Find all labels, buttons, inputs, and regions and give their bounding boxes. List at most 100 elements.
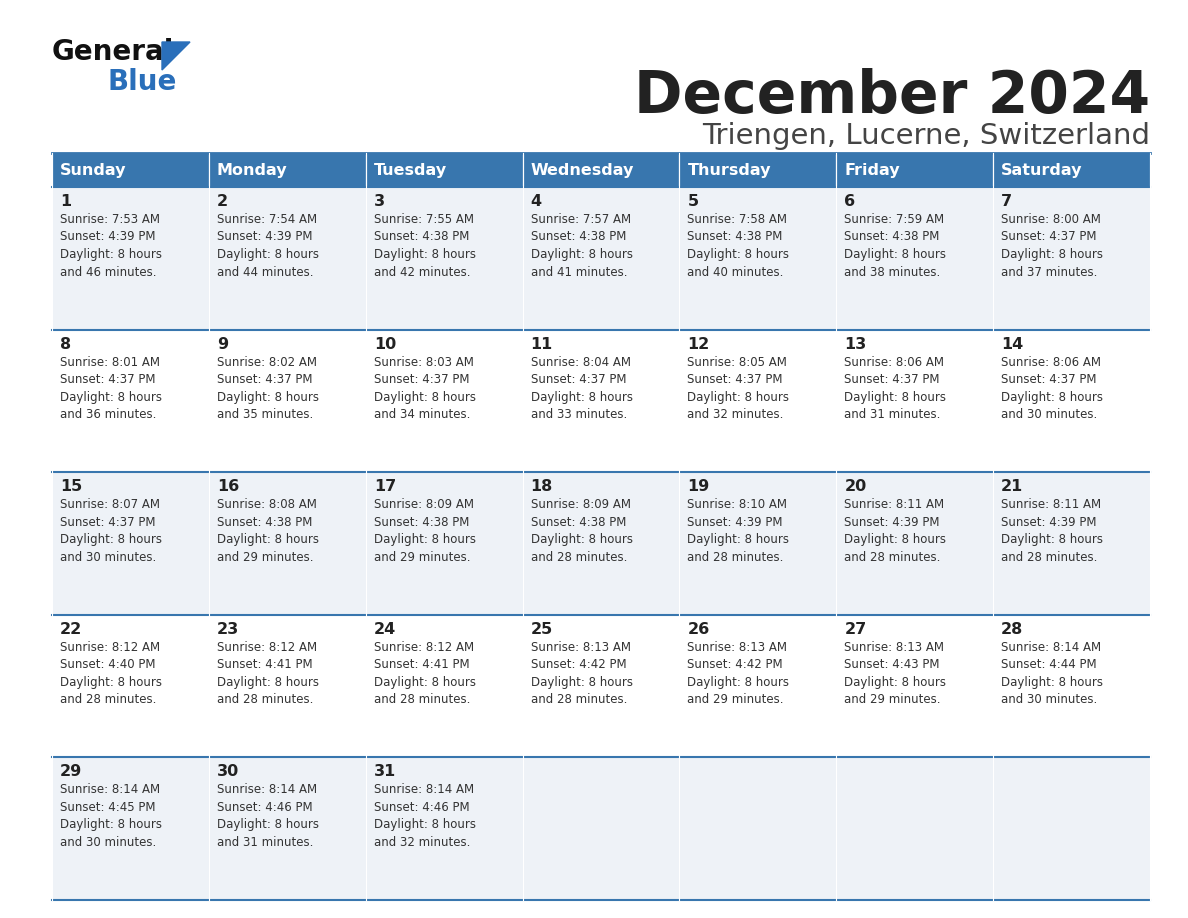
Bar	[366, 615, 523, 757]
Text: Sunrise: 8:05 AM
Sunset: 4:37 PM
Daylight: 8 hours
and 32 minutes.: Sunrise: 8:05 AM Sunset: 4:37 PM Dayligh…	[688, 355, 790, 421]
Bar	[523, 153, 680, 187]
Bar	[366, 153, 523, 187]
Text: 7: 7	[1001, 194, 1012, 209]
Text: Sunrise: 7:59 AM
Sunset: 4:38 PM
Daylight: 8 hours
and 38 minutes.: Sunrise: 7:59 AM Sunset: 4:38 PM Dayligh…	[845, 213, 947, 278]
Text: 29: 29	[61, 765, 82, 779]
Bar	[680, 330, 836, 472]
Text: Sunrise: 8:12 AM
Sunset: 4:41 PM
Daylight: 8 hours
and 28 minutes.: Sunrise: 8:12 AM Sunset: 4:41 PM Dayligh…	[217, 641, 318, 706]
Bar	[523, 472, 680, 615]
Text: Sunrise: 8:06 AM
Sunset: 4:37 PM
Daylight: 8 hours
and 31 minutes.: Sunrise: 8:06 AM Sunset: 4:37 PM Dayligh…	[845, 355, 947, 421]
Bar	[366, 330, 523, 472]
Text: Sunrise: 8:12 AM
Sunset: 4:41 PM
Daylight: 8 hours
and 28 minutes.: Sunrise: 8:12 AM Sunset: 4:41 PM Dayligh…	[374, 641, 475, 706]
Text: Sunrise: 8:13 AM
Sunset: 4:42 PM
Daylight: 8 hours
and 28 minutes.: Sunrise: 8:13 AM Sunset: 4:42 PM Dayligh…	[531, 641, 632, 706]
Bar	[366, 757, 523, 900]
Text: 30: 30	[217, 765, 239, 779]
Text: 15: 15	[61, 479, 82, 494]
Text: Sunrise: 8:01 AM
Sunset: 4:37 PM
Daylight: 8 hours
and 36 minutes.: Sunrise: 8:01 AM Sunset: 4:37 PM Dayligh…	[61, 355, 162, 421]
Bar	[680, 153, 836, 187]
Text: Sunrise: 7:55 AM
Sunset: 4:38 PM
Daylight: 8 hours
and 42 minutes.: Sunrise: 7:55 AM Sunset: 4:38 PM Dayligh…	[374, 213, 475, 278]
Bar	[680, 472, 836, 615]
Text: Friday: Friday	[845, 162, 901, 177]
Bar	[993, 472, 1150, 615]
Text: 22: 22	[61, 621, 82, 637]
Text: Sunrise: 8:10 AM
Sunset: 4:39 PM
Daylight: 8 hours
and 28 minutes.: Sunrise: 8:10 AM Sunset: 4:39 PM Dayligh…	[688, 498, 790, 564]
Bar	[52, 187, 209, 330]
Bar	[52, 330, 209, 472]
Bar	[52, 153, 209, 187]
Text: Sunrise: 8:04 AM
Sunset: 4:37 PM
Daylight: 8 hours
and 33 minutes.: Sunrise: 8:04 AM Sunset: 4:37 PM Dayligh…	[531, 355, 632, 421]
Text: 27: 27	[845, 621, 866, 637]
Bar	[836, 757, 993, 900]
Bar	[993, 330, 1150, 472]
Text: Sunrise: 7:54 AM
Sunset: 4:39 PM
Daylight: 8 hours
and 44 minutes.: Sunrise: 7:54 AM Sunset: 4:39 PM Dayligh…	[217, 213, 318, 278]
Text: 19: 19	[688, 479, 709, 494]
Bar	[209, 615, 366, 757]
Bar	[993, 615, 1150, 757]
Text: 31: 31	[374, 765, 396, 779]
Text: Thursday: Thursday	[688, 162, 771, 177]
Text: Saturday: Saturday	[1001, 162, 1082, 177]
Text: Sunrise: 8:14 AM
Sunset: 4:46 PM
Daylight: 8 hours
and 32 minutes.: Sunrise: 8:14 AM Sunset: 4:46 PM Dayligh…	[374, 783, 475, 849]
Text: 21: 21	[1001, 479, 1023, 494]
Text: 11: 11	[531, 337, 552, 352]
Text: 2: 2	[217, 194, 228, 209]
Text: Sunrise: 8:13 AM
Sunset: 4:42 PM
Daylight: 8 hours
and 29 minutes.: Sunrise: 8:13 AM Sunset: 4:42 PM Dayligh…	[688, 641, 790, 706]
Text: General: General	[52, 38, 175, 66]
Text: Sunrise: 8:11 AM
Sunset: 4:39 PM
Daylight: 8 hours
and 28 minutes.: Sunrise: 8:11 AM Sunset: 4:39 PM Dayligh…	[1001, 498, 1104, 564]
Bar	[52, 472, 209, 615]
Text: Triengen, Lucerne, Switzerland: Triengen, Lucerne, Switzerland	[702, 122, 1150, 150]
Text: 18: 18	[531, 479, 552, 494]
Text: 10: 10	[374, 337, 396, 352]
Text: 5: 5	[688, 194, 699, 209]
Text: 8: 8	[61, 337, 71, 352]
Text: 3: 3	[374, 194, 385, 209]
Text: Sunrise: 8:14 AM
Sunset: 4:45 PM
Daylight: 8 hours
and 30 minutes.: Sunrise: 8:14 AM Sunset: 4:45 PM Dayligh…	[61, 783, 162, 849]
Bar	[836, 187, 993, 330]
Bar	[52, 615, 209, 757]
Bar	[680, 757, 836, 900]
Text: Sunrise: 8:08 AM
Sunset: 4:38 PM
Daylight: 8 hours
and 29 minutes.: Sunrise: 8:08 AM Sunset: 4:38 PM Dayligh…	[217, 498, 318, 564]
Text: Sunrise: 7:57 AM
Sunset: 4:38 PM
Daylight: 8 hours
and 41 minutes.: Sunrise: 7:57 AM Sunset: 4:38 PM Dayligh…	[531, 213, 632, 278]
Text: Blue: Blue	[107, 68, 176, 96]
Polygon shape	[162, 42, 190, 70]
Text: Sunrise: 8:07 AM
Sunset: 4:37 PM
Daylight: 8 hours
and 30 minutes.: Sunrise: 8:07 AM Sunset: 4:37 PM Dayligh…	[61, 498, 162, 564]
Text: Sunrise: 8:14 AM
Sunset: 4:44 PM
Daylight: 8 hours
and 30 minutes.: Sunrise: 8:14 AM Sunset: 4:44 PM Dayligh…	[1001, 641, 1104, 706]
Bar	[523, 330, 680, 472]
Bar	[523, 757, 680, 900]
Text: Sunrise: 8:12 AM
Sunset: 4:40 PM
Daylight: 8 hours
and 28 minutes.: Sunrise: 8:12 AM Sunset: 4:40 PM Dayligh…	[61, 641, 162, 706]
Text: December 2024: December 2024	[634, 68, 1150, 125]
Bar	[52, 757, 209, 900]
Bar	[680, 187, 836, 330]
Text: 28: 28	[1001, 621, 1023, 637]
Text: 23: 23	[217, 621, 239, 637]
Text: Sunrise: 8:13 AM
Sunset: 4:43 PM
Daylight: 8 hours
and 29 minutes.: Sunrise: 8:13 AM Sunset: 4:43 PM Dayligh…	[845, 641, 947, 706]
Bar	[209, 330, 366, 472]
Bar	[836, 153, 993, 187]
Text: 12: 12	[688, 337, 709, 352]
Text: Sunrise: 8:09 AM
Sunset: 4:38 PM
Daylight: 8 hours
and 28 minutes.: Sunrise: 8:09 AM Sunset: 4:38 PM Dayligh…	[531, 498, 632, 564]
Text: Sunrise: 8:03 AM
Sunset: 4:37 PM
Daylight: 8 hours
and 34 minutes.: Sunrise: 8:03 AM Sunset: 4:37 PM Dayligh…	[374, 355, 475, 421]
Text: 25: 25	[531, 621, 552, 637]
Bar	[993, 187, 1150, 330]
Text: Sunrise: 8:09 AM
Sunset: 4:38 PM
Daylight: 8 hours
and 29 minutes.: Sunrise: 8:09 AM Sunset: 4:38 PM Dayligh…	[374, 498, 475, 564]
Bar	[993, 153, 1150, 187]
Text: Sunrise: 8:02 AM
Sunset: 4:37 PM
Daylight: 8 hours
and 35 minutes.: Sunrise: 8:02 AM Sunset: 4:37 PM Dayligh…	[217, 355, 318, 421]
Bar	[209, 153, 366, 187]
Bar	[523, 615, 680, 757]
Text: 17: 17	[374, 479, 396, 494]
Text: Sunrise: 8:06 AM
Sunset: 4:37 PM
Daylight: 8 hours
and 30 minutes.: Sunrise: 8:06 AM Sunset: 4:37 PM Dayligh…	[1001, 355, 1104, 421]
Text: 14: 14	[1001, 337, 1023, 352]
Text: Tuesday: Tuesday	[374, 162, 447, 177]
Text: 6: 6	[845, 194, 855, 209]
Bar	[209, 757, 366, 900]
Text: 20: 20	[845, 479, 866, 494]
Text: Sunday: Sunday	[61, 162, 126, 177]
Text: 24: 24	[374, 621, 396, 637]
Text: 26: 26	[688, 621, 709, 637]
Text: 13: 13	[845, 337, 866, 352]
Text: 16: 16	[217, 479, 239, 494]
Text: Sunrise: 7:58 AM
Sunset: 4:38 PM
Daylight: 8 hours
and 40 minutes.: Sunrise: 7:58 AM Sunset: 4:38 PM Dayligh…	[688, 213, 790, 278]
Bar	[836, 472, 993, 615]
Text: Sunrise: 8:11 AM
Sunset: 4:39 PM
Daylight: 8 hours
and 28 minutes.: Sunrise: 8:11 AM Sunset: 4:39 PM Dayligh…	[845, 498, 947, 564]
Bar	[209, 472, 366, 615]
